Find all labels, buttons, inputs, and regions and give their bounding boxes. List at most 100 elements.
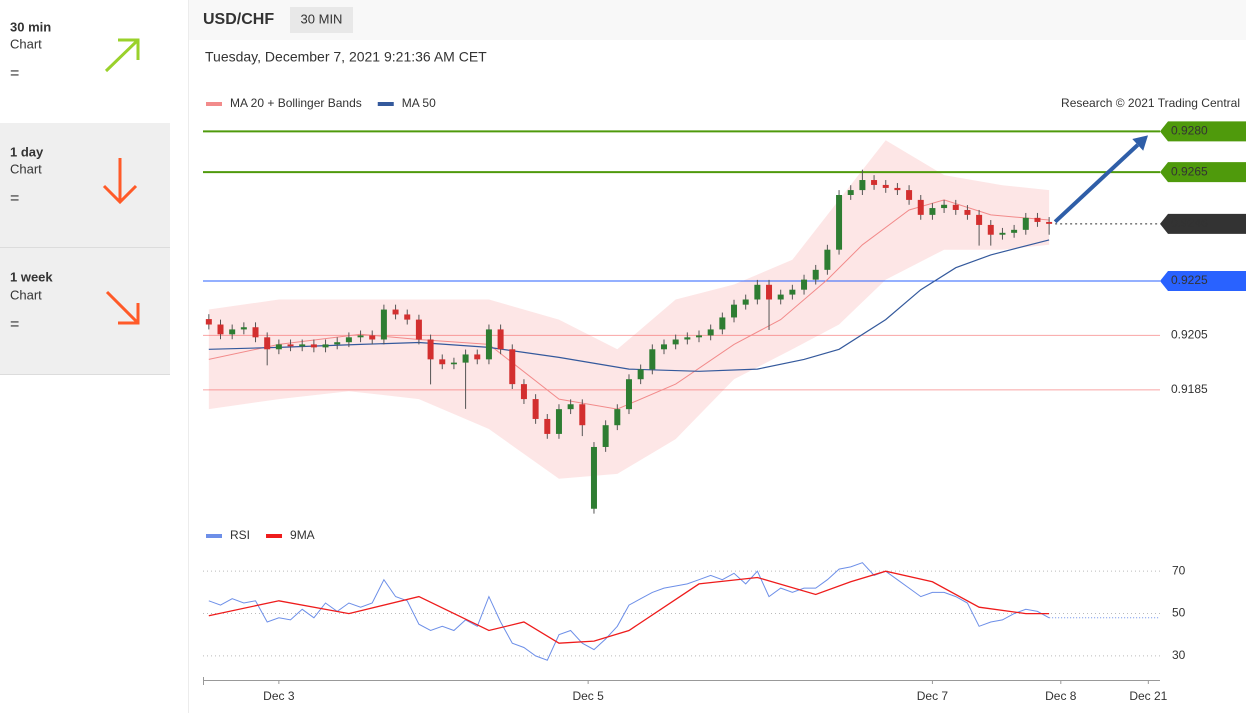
- candle-body: [777, 294, 784, 300]
- candle-body: [357, 335, 364, 338]
- level-tag: [1160, 121, 1246, 142]
- candle-body: [719, 317, 726, 330]
- legend-label: MA 50: [402, 96, 436, 110]
- candle-body: [999, 232, 1006, 235]
- candle-body: [229, 329, 236, 335]
- period: 1 week: [10, 269, 53, 284]
- period-sub: Chart: [10, 161, 42, 176]
- candle-body: [462, 354, 469, 363]
- legend-swatch: [377, 102, 394, 106]
- candle-body: [964, 209, 971, 215]
- candle-body: [836, 195, 843, 250]
- credit: Research © 2021 Trading Central: [1061, 96, 1240, 110]
- legend-swatch: [266, 534, 283, 538]
- interval-chip[interactable]: [290, 7, 353, 33]
- level-label: 0.9246: [1171, 216, 1208, 230]
- candle-body: [404, 314, 411, 320]
- candle-body: [392, 309, 399, 315]
- level-label: 0.9185: [1171, 382, 1208, 396]
- candle-body: [264, 337, 271, 350]
- candle-body: [812, 269, 819, 280]
- candle-body: [976, 214, 983, 225]
- ma-line: [208, 199, 1050, 410]
- candle-body: [369, 335, 376, 340]
- sidebar-item[interactable]: 1 day Chart =: [10, 144, 138, 207]
- trend-arrow-down-right: [105, 290, 140, 325]
- candle-body: [906, 190, 913, 200]
- candle-body: [532, 399, 539, 419]
- symbol: USD/CHF: [203, 11, 274, 28]
- x-tick-label: Dec 7: [917, 689, 949, 703]
- candle-body: [322, 344, 329, 348]
- candle-body: [544, 418, 551, 434]
- candle-body: [380, 309, 387, 340]
- candle-body: [929, 208, 936, 215]
- candle-body: [439, 359, 446, 365]
- candle-body: [299, 344, 306, 347]
- level-label: 0.9225: [1171, 273, 1208, 287]
- candle-body: [275, 344, 282, 350]
- candle-body: [987, 224, 994, 235]
- candle-body: [1011, 229, 1018, 233]
- status: =: [10, 190, 19, 207]
- candle-body: [941, 204, 948, 209]
- sidebar-bg: [0, 123, 170, 374]
- candle-body: [415, 319, 422, 340]
- candle-body: [252, 327, 259, 338]
- x-tick-label: Dec 3: [263, 689, 295, 703]
- x-tick-label: Dec 5: [572, 689, 604, 703]
- trend-arrow-up: [104, 38, 140, 73]
- candle-body: [287, 344, 294, 347]
- sidebar-item[interactable]: 1 week Chart =: [10, 269, 140, 333]
- y-tick-label: 50: [1172, 606, 1186, 620]
- candle-body: [696, 335, 703, 338]
- candle-body: [485, 329, 492, 360]
- candle-body: [684, 337, 691, 340]
- candle-body: [917, 199, 924, 215]
- candle-body: [509, 349, 516, 385]
- candle-body: [637, 369, 644, 380]
- candle-body: [871, 180, 878, 185]
- candle-body: [660, 344, 667, 350]
- sidebar-item[interactable]: 30 min Chart =: [10, 19, 140, 82]
- candle-body: [625, 379, 632, 410]
- candle-body: [1022, 217, 1029, 230]
- legend-swatch: [206, 534, 222, 538]
- candle-body: [590, 446, 597, 509]
- candle-body: [345, 337, 352, 343]
- period-sub: Chart: [10, 36, 42, 51]
- rsi-line: [208, 562, 1050, 661]
- legend-label: 9MA: [290, 528, 315, 542]
- level-tag: [1160, 270, 1246, 291]
- datetime: Tuesday, December 7, 2021 9:21:36 AM CET: [205, 49, 487, 65]
- header-bg: [189, 0, 1246, 40]
- candle-body: [731, 304, 738, 318]
- candle-body: [952, 204, 959, 210]
- candle-body: [789, 289, 796, 295]
- candle-body: [205, 319, 212, 325]
- level-label: 0.9205: [1171, 328, 1208, 342]
- period: 1 day: [10, 144, 44, 159]
- ma-line: [208, 239, 1050, 372]
- level-label: 0.9265: [1171, 164, 1208, 178]
- candle-body: [672, 339, 679, 345]
- y-tick-label: 70: [1172, 563, 1186, 577]
- candle-body: [310, 344, 317, 348]
- candle-body: [614, 409, 621, 426]
- y-tick-label: 30: [1172, 648, 1186, 662]
- candle-body: [567, 404, 574, 410]
- rsi-line: [208, 570, 1050, 644]
- candle-body: [882, 184, 889, 188]
- x-tick-label: Dec 21: [1129, 689, 1167, 703]
- candle-body: [474, 354, 481, 360]
- legend-label: RSI: [230, 528, 250, 542]
- candle-body: [334, 342, 341, 345]
- candle-body: [602, 425, 609, 447]
- candle-body: [742, 299, 749, 305]
- candle-body: [1034, 217, 1041, 222]
- trend-arrow-down: [102, 158, 138, 205]
- x-tick-label: Dec 8: [1045, 689, 1077, 703]
- candle-body: [497, 329, 504, 350]
